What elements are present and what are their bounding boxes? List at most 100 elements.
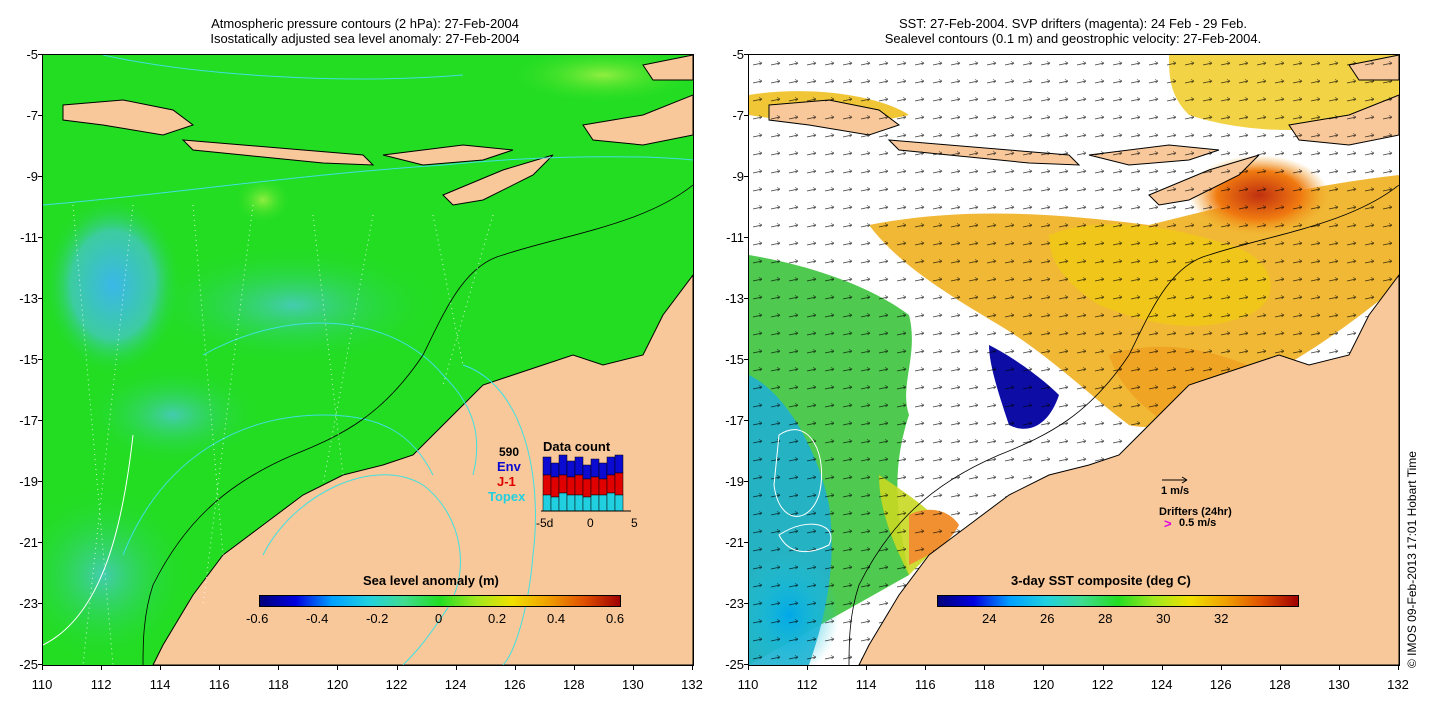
- left-lat-tick-mark: [38, 359, 43, 360]
- velocity-scale-label: 1 m/s: [1161, 485, 1190, 497]
- right-lon-tick: 110: [737, 677, 759, 692]
- left-lat-tick-mark: [38, 603, 43, 604]
- left-lon-tick: 130: [622, 677, 644, 692]
- left-lon-tick: 124: [444, 677, 467, 692]
- data-count-label-j1: J-1: [497, 474, 516, 489]
- left-lon-tick-mark: [396, 665, 398, 670]
- right-lat-tick: -9: [732, 169, 744, 184]
- left-lat-tick-mark: [38, 298, 43, 299]
- right-lon-tick-mark: [984, 665, 986, 670]
- left-lon-tick: 116: [208, 677, 230, 692]
- left-lat-tick: -25: [19, 657, 38, 672]
- left-lon-tick: 128: [562, 677, 585, 692]
- data-count-label-topex: Topex: [488, 489, 526, 504]
- right-lat-tick-mark: [744, 603, 749, 604]
- right-title-line2: Sealevel contours (0.1 m) and geostrophi…: [884, 31, 1262, 46]
- velocity-scale-arrow: [1162, 476, 1188, 484]
- right-lon-tick-mark: [925, 665, 927, 670]
- left-lon-tick-mark: [514, 665, 516, 670]
- left-lon-tick-mark: [101, 665, 103, 670]
- right-lon-tick: 120: [1032, 677, 1055, 692]
- right-lon-tick: 122: [1091, 677, 1114, 692]
- left-lat-tick-mark: [38, 481, 43, 482]
- data-count-title: Data count: [543, 439, 611, 454]
- right-lon-tick-mark: [1398, 665, 1399, 670]
- right-lat-tick: -13: [725, 291, 744, 306]
- left-lon-tick: 122: [385, 677, 408, 692]
- left-lat-tick: -11: [20, 230, 38, 245]
- drifter-scale-arrow-icon: >: [1164, 516, 1172, 531]
- left-colorbar-tick: 0.4: [547, 611, 566, 626]
- right-lat-tick-mark: [744, 542, 749, 543]
- left-lon-tick: 110: [31, 677, 53, 692]
- left-lon-tick-mark: [42, 665, 43, 670]
- left-lon-tick-mark: [219, 665, 221, 670]
- right-lat-tick: -5: [732, 47, 744, 62]
- right-colorbar-tick: 28: [1098, 611, 1113, 626]
- right-lon-tick-mark: [807, 665, 809, 670]
- right-lat-tick-mark: [744, 420, 749, 421]
- left-lat-tick: -21: [19, 535, 38, 550]
- right-lon-tick-mark: [866, 665, 868, 670]
- drifter-scale-label: 0.5 m/s: [1179, 517, 1217, 529]
- sst-map: 1 m/s Drifters (24hr) > 0.5 m/s 3-day SS…: [748, 54, 1400, 666]
- right-lat-tick-mark: [744, 664, 749, 665]
- right-lat-tick-mark: [744, 115, 749, 116]
- right-lat-tick: -7: [732, 108, 744, 123]
- left-colorbar-tick: 0.2: [488, 611, 507, 626]
- right-lon-tick-mark: [1161, 665, 1163, 670]
- right-lon-tick: 132: [1387, 677, 1409, 692]
- left-lon-tick-mark: [632, 665, 634, 670]
- left-lat-tick-mark: [38, 237, 43, 238]
- right-lat-tick: -11: [726, 230, 744, 245]
- left-lat-tick-mark: [38, 176, 43, 177]
- right-lon-tick-mark: [1043, 665, 1045, 670]
- right-lat-tick-mark: [744, 359, 749, 360]
- right-lon-tick: 114: [855, 677, 877, 692]
- left-lat-tick-mark: [38, 115, 43, 116]
- right-lat-tick-mark: [744, 481, 749, 482]
- data-count-xtick: -5d: [536, 516, 554, 530]
- right-lat-tick-mark: [744, 176, 749, 177]
- right-lon-tick: 128: [1268, 677, 1291, 692]
- data-count-xtick: 5: [631, 516, 638, 530]
- left-colorbar-title: Sea level anomaly (m): [363, 573, 499, 588]
- right-lon-tick: 118: [973, 677, 995, 692]
- left-lat-tick: -13: [19, 291, 38, 306]
- right-lon-tick: 116: [914, 677, 936, 692]
- left-lon-tick-mark: [455, 665, 457, 670]
- data-count-label-env: Env: [497, 459, 521, 474]
- left-lat-tick: -19: [19, 474, 38, 489]
- right-lat-tick-mark: [744, 54, 749, 55]
- right-lon-tick: 124: [1150, 677, 1173, 692]
- left-lon-tick: 132: [681, 677, 703, 692]
- right-lat-tick: -21: [725, 535, 744, 550]
- left-colorbar-tick: -0.6: [246, 611, 269, 626]
- right-colorbar-tick: 26: [1040, 611, 1055, 626]
- left-colorbar: [259, 595, 621, 607]
- right-lon-tick-mark: [748, 665, 749, 670]
- left-colorbar-tick: -0.2: [366, 611, 389, 626]
- left-title: Atmospheric pressure contours (2 hPa): 2…: [40, 16, 690, 46]
- credit-text: © IMOS 09-Feb-2013 17:01 Hobart Time: [1405, 451, 1419, 668]
- left-colorbar-tick: -0.4: [306, 611, 329, 626]
- right-lon-tick: 112: [796, 677, 818, 692]
- left-lon-tick-mark: [692, 665, 693, 670]
- left-lon-tick: 114: [149, 677, 171, 692]
- right-lon-tick: 130: [1328, 677, 1350, 692]
- right-lat-tick-mark: [744, 237, 749, 238]
- left-lat-tick: -9: [26, 169, 38, 184]
- right-lon-tick-mark: [1279, 665, 1281, 670]
- left-colorbar-tick: 0: [435, 611, 443, 626]
- right-title-line1: SST: 27-Feb-2004. SVP drifters (magenta)…: [898, 16, 1248, 31]
- right-lat-tick: -15: [725, 352, 744, 367]
- right-lat-tick: -17: [725, 413, 744, 428]
- right-lat-tick: -19: [725, 474, 744, 489]
- australia-land: [152, 274, 693, 665]
- left-lon-tick: 112: [90, 677, 112, 692]
- right-lon-tick-mark: [1220, 665, 1222, 670]
- left-lat-tick: -5: [26, 47, 38, 62]
- left-title-line2: Isostatically adjusted sea level anomaly…: [210, 31, 520, 46]
- left-title-line1: Atmospheric pressure contours (2 hPa): 2…: [211, 16, 519, 31]
- right-lat-tick: -25: [725, 657, 744, 672]
